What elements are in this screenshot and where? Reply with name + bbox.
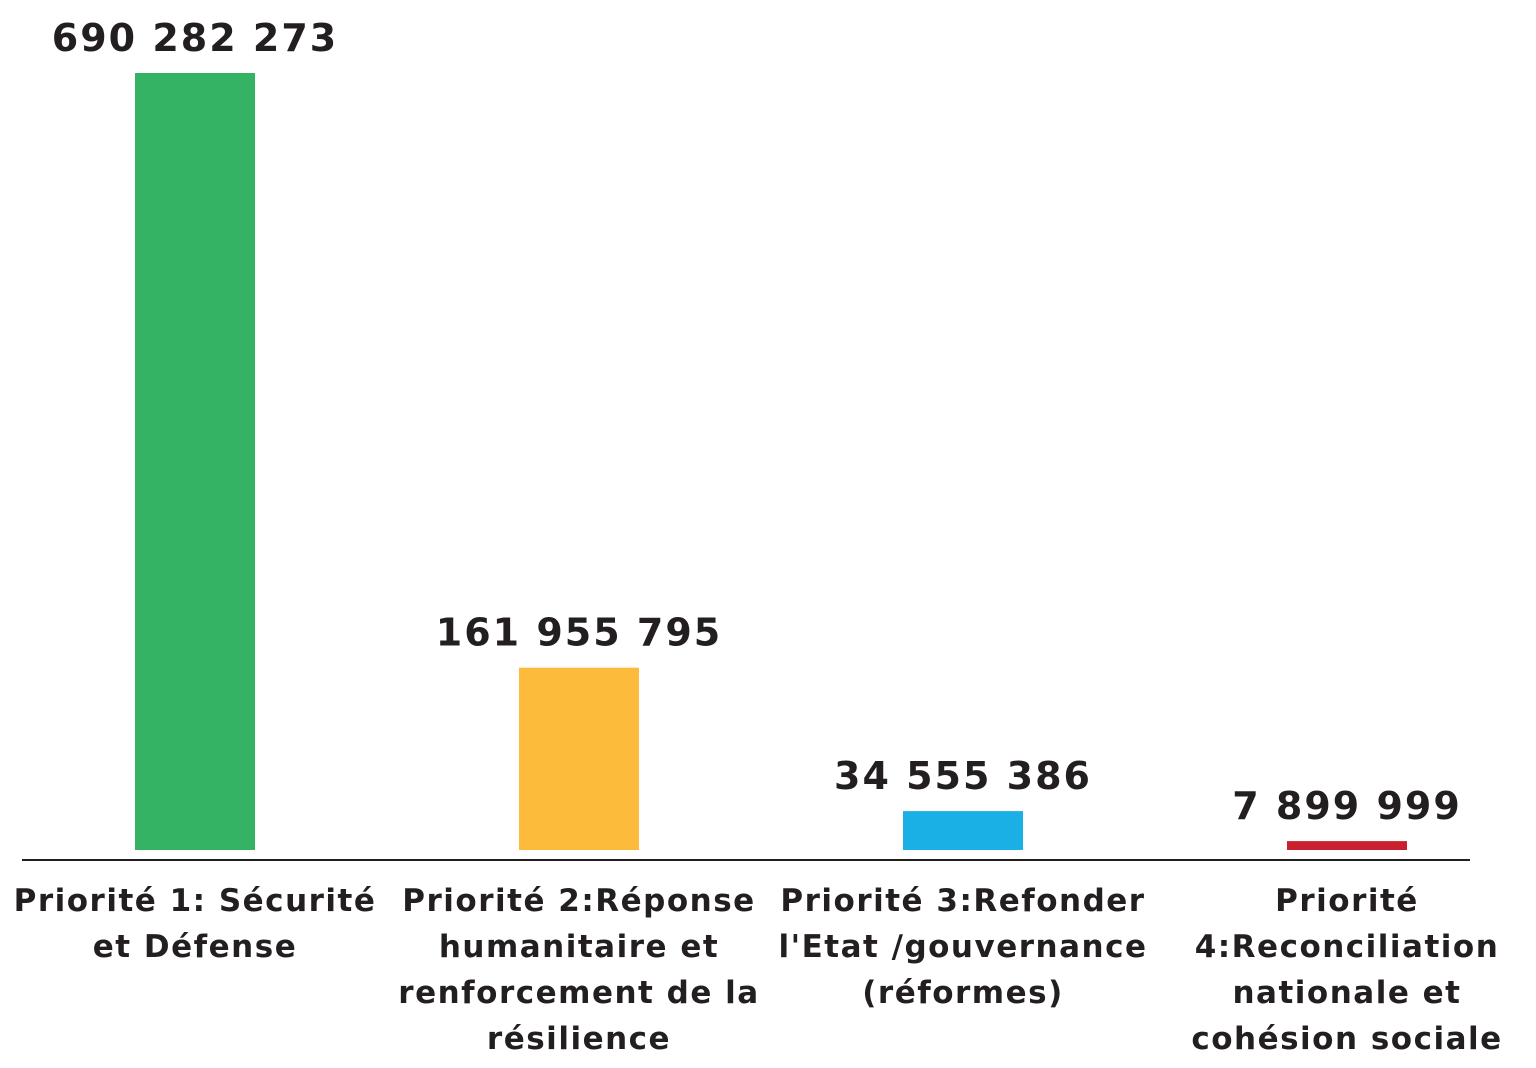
bar xyxy=(519,667,639,850)
value-label: 7 899 999 xyxy=(1232,784,1462,828)
value-label: 690 282 273 xyxy=(52,16,338,60)
x-tick-label: Priorité 1: Sécurité et Défense xyxy=(13,883,377,965)
value-label: 34 555 386 xyxy=(834,754,1092,798)
x-tick-label: Priorité 2:Réponse humanitaire et renfor… xyxy=(398,883,760,1057)
x-tick-label: Priorité 3:Refonder l'Etat /gouvernance … xyxy=(778,883,1148,1011)
bar xyxy=(903,811,1023,850)
x-tick-label: Priorité 4:Reconciliation nationale et c… xyxy=(1191,883,1503,1057)
bar xyxy=(135,73,255,850)
bar xyxy=(1287,841,1407,850)
value-label: 161 955 795 xyxy=(436,611,722,655)
